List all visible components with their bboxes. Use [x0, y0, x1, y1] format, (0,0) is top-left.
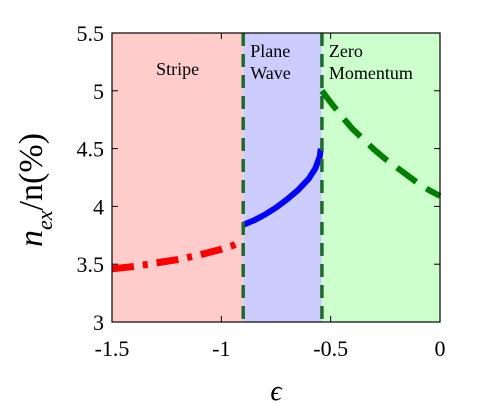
y-axis-ticks: 3 3.5 4 4.5 5 5.5 [77, 21, 440, 335]
y-axis-label-subscript: ex [32, 210, 57, 230]
y-axis-label-rest: /n(%) [13, 133, 50, 210]
y-axis-label-base: n [13, 230, 50, 247]
y-tick-label: 3 [93, 310, 104, 335]
region-label-1: Plane [250, 41, 290, 61]
x-tick-label: -1 [212, 336, 230, 361]
x-tick-label: 0 [435, 336, 446, 361]
series-line-0 [111, 237, 245, 273]
y-tick-label: 5 [93, 79, 104, 104]
y-tick-label: 4.5 [77, 137, 105, 162]
x-axis-ticks: -1.5 -1 -0.5 0 [95, 33, 446, 361]
region-label-2: Momentum [329, 63, 413, 83]
region-2 [321, 33, 440, 322]
region-0 [112, 33, 244, 322]
y-tick-label: 4 [93, 194, 104, 219]
series-line-2 [319, 88, 442, 199]
region-label-2: Zero [329, 41, 363, 61]
region-label-0: Stripe [156, 59, 199, 79]
data-series [111, 88, 442, 273]
axes-frame [111, 32, 441, 323]
x-tick-label: -1.5 [95, 336, 130, 361]
y-tick-label: 3.5 [77, 252, 105, 277]
region-label-1: Wave [250, 63, 291, 83]
phase-boundaries [241, 33, 324, 322]
x-axis-label: ϵ [270, 376, 283, 407]
x-tick-label: -0.5 [313, 336, 348, 361]
y-axis-label: nex/n(%) [13, 133, 57, 247]
series-line-1 [242, 148, 324, 228]
y-tick-label: 5.5 [77, 21, 105, 46]
